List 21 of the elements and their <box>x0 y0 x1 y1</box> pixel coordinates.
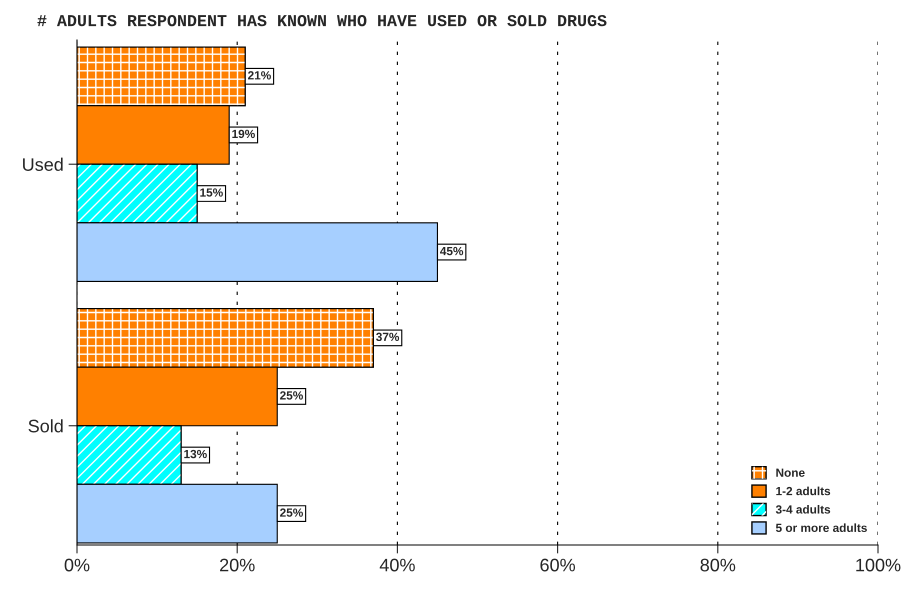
data-label: 25% <box>280 391 303 400</box>
legend-label: None <box>776 468 805 477</box>
x-tick-label: 0% <box>64 558 90 572</box>
y-tick-label: Sold <box>28 419 63 432</box>
data-label: 21% <box>248 71 271 80</box>
x-tick-label: 80% <box>700 558 736 572</box>
data-label: 25% <box>280 508 303 517</box>
data-label: 15% <box>200 188 223 197</box>
x-tick-label: 100% <box>856 558 900 572</box>
y-tick-label: Used <box>23 158 63 171</box>
legend-label: 3-4 adults <box>776 504 830 514</box>
x-tick-label: 60% <box>540 558 576 572</box>
legend-label: 1-2 adults <box>776 486 830 496</box>
data-label: 13% <box>184 450 207 458</box>
legend-label: 5 or more adults <box>776 523 867 532</box>
data-label: 37% <box>376 332 400 342</box>
data-label: 19% <box>232 130 255 138</box>
data-label: 45% <box>440 246 464 256</box>
x-tick-label: 20% <box>220 558 255 572</box>
chart-title: # ADULTS RESPONDENT HAS KNOWN WHO HAVE USED OR SOLD DRUGS <box>37 14 607 26</box>
x-tick-label: 40% <box>380 558 415 572</box>
